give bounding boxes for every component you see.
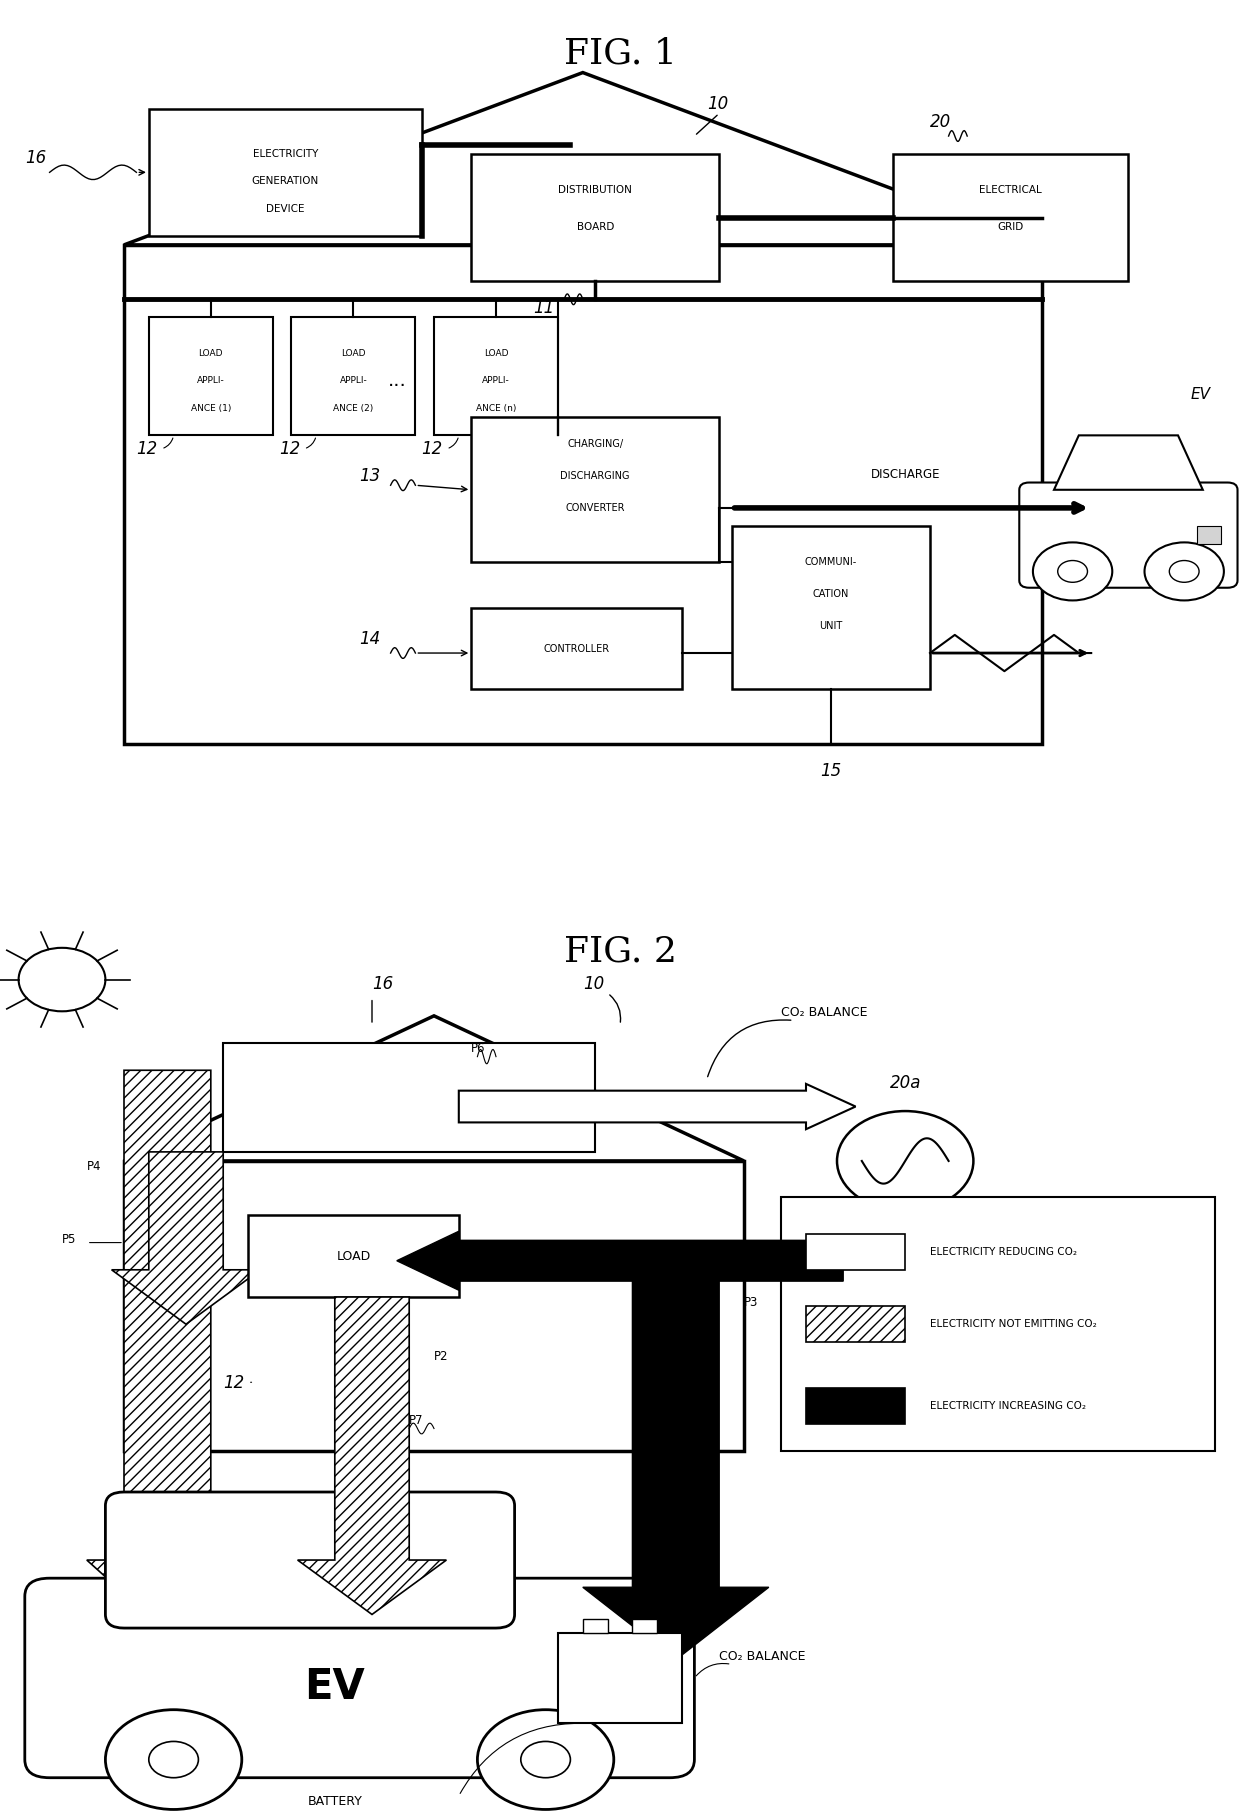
Bar xyxy=(806,1388,905,1424)
Bar xyxy=(124,245,1042,744)
Text: DISTRIBUTION: DISTRIBUTION xyxy=(558,185,632,196)
Circle shape xyxy=(477,1709,614,1810)
Text: DEVICE: DEVICE xyxy=(265,203,305,214)
Bar xyxy=(434,317,558,435)
Text: 16: 16 xyxy=(372,974,393,992)
Text: CATION: CATION xyxy=(812,590,849,599)
Text: 11: 11 xyxy=(533,299,554,317)
Text: ELECTRICITY INCREASING CO₂: ELECTRICITY INCREASING CO₂ xyxy=(930,1400,1086,1411)
Bar xyxy=(471,154,719,281)
FancyBboxPatch shape xyxy=(1019,483,1238,588)
Text: ANCE (2): ANCE (2) xyxy=(334,405,373,412)
Text: COMMUNI-: COMMUNI- xyxy=(805,557,857,568)
Text: DISCHARGING: DISCHARGING xyxy=(560,472,630,481)
Text: LOAD: LOAD xyxy=(198,350,223,357)
Text: APPLI-: APPLI- xyxy=(340,377,367,385)
FancyArrow shape xyxy=(459,1083,856,1128)
Text: 13: 13 xyxy=(360,466,381,484)
Text: P6: P6 xyxy=(471,1041,486,1056)
Bar xyxy=(471,608,682,689)
Text: ANCE (1): ANCE (1) xyxy=(191,405,231,412)
Text: ...: ... xyxy=(387,372,407,390)
Text: LOAD: LOAD xyxy=(336,1250,371,1263)
Text: ANCE (n): ANCE (n) xyxy=(476,405,516,412)
Text: ELECTRICAL: ELECTRICAL xyxy=(980,185,1042,196)
Polygon shape xyxy=(87,1070,248,1633)
Text: BATTERY: BATTERY xyxy=(308,1794,362,1809)
Text: P7: P7 xyxy=(409,1413,424,1428)
Circle shape xyxy=(19,947,105,1010)
Bar xyxy=(732,526,930,689)
FancyBboxPatch shape xyxy=(105,1491,515,1629)
Text: P5: P5 xyxy=(62,1232,77,1246)
Bar xyxy=(806,1234,905,1270)
Circle shape xyxy=(1145,542,1224,600)
Text: FIG. 1: FIG. 1 xyxy=(563,36,677,71)
Text: EV: EV xyxy=(305,1665,365,1709)
Text: APPLI-: APPLI- xyxy=(482,377,510,385)
Text: P4: P4 xyxy=(87,1159,102,1174)
Text: CHARGING/: CHARGING/ xyxy=(567,439,624,450)
Text: 14: 14 xyxy=(360,629,381,648)
Bar xyxy=(558,1633,682,1723)
Text: EV: EV xyxy=(1190,386,1210,403)
Text: DISCHARGE: DISCHARGE xyxy=(870,468,940,481)
Bar xyxy=(124,1161,744,1451)
Bar xyxy=(149,317,273,435)
Bar xyxy=(223,1043,595,1152)
FancyArrow shape xyxy=(397,1232,843,1290)
FancyBboxPatch shape xyxy=(25,1578,694,1778)
Text: CONVERTER: CONVERTER xyxy=(565,502,625,513)
Polygon shape xyxy=(583,1261,769,1660)
Text: P2: P2 xyxy=(434,1350,449,1364)
Text: LOAD: LOAD xyxy=(341,350,366,357)
Polygon shape xyxy=(124,73,1042,245)
Polygon shape xyxy=(112,1152,260,1324)
Text: GRID: GRID xyxy=(997,221,1024,232)
Text: 20: 20 xyxy=(930,112,951,131)
Bar xyxy=(632,1618,657,1633)
Text: 12: 12 xyxy=(136,439,157,457)
Bar xyxy=(583,1618,608,1633)
Polygon shape xyxy=(1054,435,1203,490)
Text: APPLI-: APPLI- xyxy=(197,377,224,385)
Bar xyxy=(893,154,1128,281)
Bar xyxy=(149,109,422,236)
Text: LOAD: LOAD xyxy=(484,350,508,357)
Bar xyxy=(1197,526,1221,544)
Circle shape xyxy=(1033,542,1112,600)
Text: ELECTRICITY NOT EMITTING CO₂: ELECTRICITY NOT EMITTING CO₂ xyxy=(930,1319,1096,1330)
Circle shape xyxy=(105,1709,242,1810)
Text: 10: 10 xyxy=(583,974,604,992)
Polygon shape xyxy=(298,1297,446,1614)
Text: CO₂ BALANCE: CO₂ BALANCE xyxy=(781,1005,868,1019)
Text: BOARD: BOARD xyxy=(577,221,614,232)
Text: 20a: 20a xyxy=(889,1074,921,1092)
Bar xyxy=(291,317,415,435)
Text: 12: 12 xyxy=(279,439,300,457)
Text: CO₂ BALANCE: CO₂ BALANCE xyxy=(719,1649,806,1663)
Text: ELECTRICITY: ELECTRICITY xyxy=(253,149,317,160)
Bar xyxy=(471,417,719,562)
Bar xyxy=(248,1215,459,1297)
Text: 15: 15 xyxy=(820,762,842,780)
Text: 16: 16 xyxy=(25,149,46,167)
Text: 12: 12 xyxy=(422,439,443,457)
Text: P3: P3 xyxy=(744,1295,759,1310)
Bar xyxy=(806,1306,905,1342)
Text: GENERATION: GENERATION xyxy=(252,176,319,187)
Text: CONTROLLER: CONTROLLER xyxy=(543,644,610,653)
Circle shape xyxy=(837,1110,973,1212)
Polygon shape xyxy=(124,1016,744,1161)
Text: 10: 10 xyxy=(707,94,728,112)
Text: FIG. 2: FIG. 2 xyxy=(563,934,677,969)
Text: UNIT: UNIT xyxy=(820,620,842,631)
Text: ELECTRICITY REDUCING CO₂: ELECTRICITY REDUCING CO₂ xyxy=(930,1246,1078,1257)
Bar xyxy=(781,1197,1215,1451)
Text: 12: 12 xyxy=(223,1373,244,1391)
